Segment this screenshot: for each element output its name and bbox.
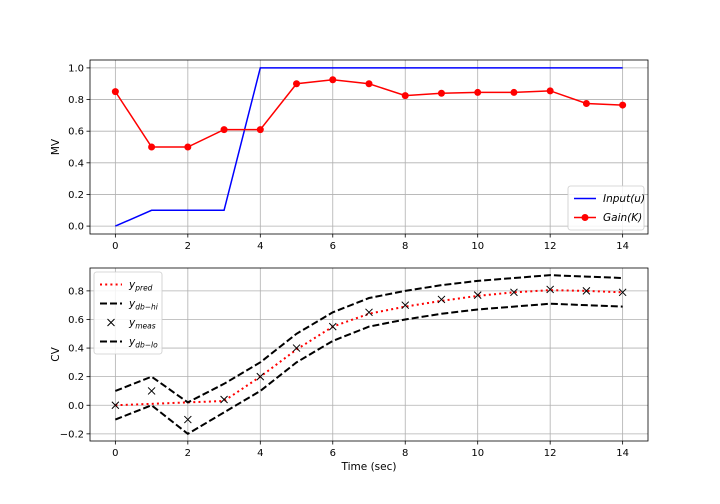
data-point — [619, 101, 627, 109]
legend-label-main: Gain( — [603, 212, 632, 224]
y-tick-label: 0.2 — [68, 190, 84, 201]
data-point — [437, 295, 446, 304]
x-tick-label: 2 — [185, 448, 191, 459]
x-tick-label: 8 — [402, 448, 408, 459]
legend-label-tail: K) — [631, 212, 642, 224]
data-point — [546, 285, 555, 294]
legend-label: ymeas — [128, 317, 156, 331]
legend-label: Input(u) — [603, 193, 645, 205]
legend-label: ydb−lo — [128, 336, 158, 350]
legend-label-tail: u) — [634, 193, 645, 205]
cv-subplot: 0 2 4 6 8 10 12 14 −0.2 0.0 0.2 0.4 0.6 0.8 CV Time (se… — [50, 267, 649, 473]
data-point — [401, 301, 410, 310]
axes-frame — [89, 59, 649, 235]
y-tick-label: 0.6 — [68, 315, 84, 326]
data-point — [256, 372, 265, 381]
legend-marker — [581, 214, 589, 221]
x-tick-label: 4 — [257, 448, 263, 459]
data-point — [292, 344, 301, 352]
data-point — [582, 287, 591, 295]
data-point — [474, 88, 482, 96]
data-point — [183, 415, 192, 424]
series-line-1 — [114, 274, 623, 404]
data-point — [147, 387, 156, 395]
data-point — [473, 291, 482, 300]
legend-label-main: y — [128, 298, 136, 310]
y-axis-label: MV — [50, 138, 62, 155]
legend-marker — [107, 318, 115, 327]
data-point — [329, 76, 337, 84]
x-tick-label: 8 — [402, 241, 408, 252]
data-point — [365, 80, 373, 88]
legend-label-main: y — [128, 317, 136, 329]
data-point — [328, 322, 337, 331]
y-tick-label: 0.6 — [68, 127, 84, 138]
series-line-0 — [115, 289, 623, 407]
series-line-1 — [114, 79, 623, 148]
data-point — [111, 88, 119, 96]
y-tick-label: −0.2 — [60, 429, 84, 440]
data-point — [220, 126, 228, 134]
legend-label: ydb−hi — [128, 298, 159, 312]
y-tick-label: 0.8 — [68, 95, 84, 106]
x-tick-label: 14 — [616, 241, 629, 252]
x-tick-label: 6 — [330, 241, 336, 252]
legend-label-main: y — [128, 279, 136, 291]
x-tick-label: 10 — [471, 241, 484, 252]
x-tick-label: 0 — [112, 241, 118, 252]
legend-label-sub: pred — [134, 284, 152, 293]
y-tick-label: 0.0 — [68, 401, 84, 412]
data-point — [220, 395, 228, 404]
legend-label-main: y — [128, 336, 136, 348]
data-point — [111, 401, 120, 410]
data-point — [293, 80, 301, 88]
data-point — [582, 100, 590, 107]
data-point — [184, 143, 192, 151]
data-point — [148, 143, 156, 151]
legend-frame — [93, 271, 163, 355]
y-tick-label: 0.4 — [68, 158, 84, 169]
series-line-3 — [114, 302, 623, 436]
legend-label-main: Input( — [603, 193, 635, 205]
data-point — [401, 92, 409, 100]
legend-label-sub: db−lo — [135, 341, 158, 350]
x-tick-label: 0 — [112, 448, 118, 459]
data-point — [618, 288, 627, 297]
x-tick-label: 2 — [185, 241, 191, 252]
data-point — [546, 87, 554, 95]
x-tick-label: 12 — [544, 448, 557, 459]
axes-frame — [89, 267, 649, 442]
legend-label: Gain(K) — [603, 212, 642, 224]
y-axis-label: CV — [50, 346, 62, 361]
legend: Input(u)Gain(K) — [567, 185, 645, 231]
data-point — [510, 88, 518, 96]
x-tick-label: 10 — [471, 448, 484, 459]
y-tick-label: 0.4 — [68, 344, 84, 355]
series-line-0 — [115, 67, 623, 227]
y-tick-label: 0.2 — [68, 372, 84, 383]
data-point — [437, 89, 445, 97]
data-point — [510, 288, 518, 297]
y-tick-label: 1.0 — [68, 63, 84, 74]
data-point — [256, 126, 264, 134]
x-axis-label: Time (sec) — [341, 461, 397, 473]
x-tick-label: 12 — [544, 241, 557, 252]
x-tick-label: 4 — [257, 241, 263, 252]
y-tick-label: 0.8 — [68, 286, 84, 297]
mv-subplot: 0 2 4 6 8 10 12 140.00.20.40.60.81.0MVInput(u)G… — [50, 59, 649, 252]
x-tick-label: 14 — [616, 448, 629, 459]
legend-label: ypred — [128, 279, 153, 293]
legend-label-sub: db−hi — [135, 303, 159, 312]
legend-label-sub: meas — [135, 322, 156, 331]
data-point — [365, 308, 373, 317]
y-tick-label: 0.0 — [68, 222, 84, 233]
x-tick-label: 6 — [330, 448, 336, 459]
